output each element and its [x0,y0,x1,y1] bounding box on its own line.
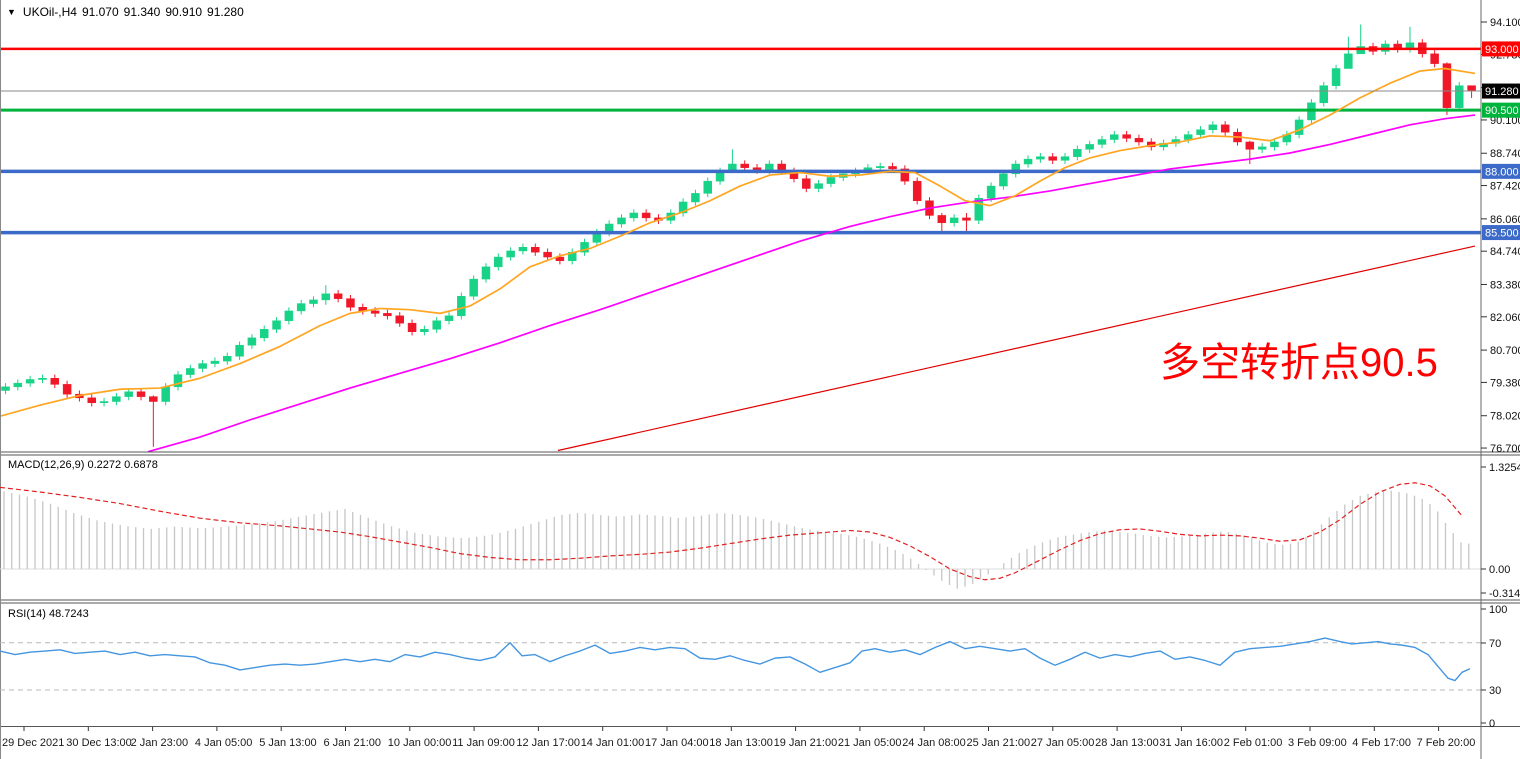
axis-label: 18 Jan 13:00 [709,737,773,749]
level-price-tag-88.000: 88.000 [1482,163,1520,179]
candlestick-series [1,24,1476,447]
ma-mid-line [147,114,1476,453]
axis-label: 80.700 [1490,345,1520,357]
rsi-line [0,637,1471,682]
axis-label: 29 Dec 2021 [2,737,64,749]
symbol-name: UKOil-,H4 [22,5,77,19]
axis-label: 6 Jan 21:00 [324,737,382,749]
axis-label: 10 Jan 00:00 [388,737,452,749]
axis-label: 14 Jan 01:00 [581,737,645,749]
axis-label: 0.00 [1489,564,1510,576]
ohlc-high: 91.340 [123,5,161,19]
axis-label: 2 Feb 01:00 [1224,737,1283,749]
axis-label: 84.740 [1490,246,1520,258]
ma-fast-line [0,67,1476,418]
axis-label: 86.060 [1490,214,1520,226]
axis-label: 17 Jan 04:00 [645,737,709,749]
axis-label: 91.280 [1485,86,1519,98]
axis-label: 93.000 [1485,44,1519,56]
axis-label: 88.740 [1490,148,1520,160]
level-price-tag-93.000: 93.000 [1482,41,1520,57]
symbol-ohlc-bar: ▼ UKOil-,H4 91.070 91.340 90.910 91.280 [7,5,249,19]
ohlc-low: 90.910 [165,5,203,19]
time-axis[interactable]: 29 Dec 2021 30 Dec 13:002 Jan 23:00 4 Jan … [2,727,1475,749]
ohlc-close: 91.280 [207,5,244,19]
level-price-tag-85.500: 85.500 [1482,225,1520,241]
axis-label: 30 Dec 13:00 [66,737,131,749]
axis-label: 70 [1489,638,1501,650]
axis-label: 0 [1489,718,1495,730]
axis-label: 12 Jan 17:00 [516,737,580,749]
price-axis[interactable]: 94.10092.78091.42090.10088.74087.42086.0… [1480,0,1520,759]
indicator-axis-labels: 1.3254 0.00 -0.3149 100 70 30 0 [1481,462,1520,730]
axis-label: 94.100 [1490,17,1520,29]
axis-label: 25 Jan 21:00 [967,737,1031,749]
axis-label: 85.500 [1485,228,1519,240]
axis-label: 31 Jan 16:00 [1159,737,1223,749]
ma-slow-line [557,245,1476,452]
ohlc-open: 91.070 [81,5,119,19]
axis-label: -0.3149 [1489,588,1520,600]
axis-label: 19 Jan 21:00 [774,737,838,749]
rsi-indicator-label: RSI(14) 48.7243 [8,608,89,620]
axis-label: 78.020 [1490,411,1520,423]
axis-label: 82.060 [1490,312,1520,324]
axis-label: 3 Feb 09:00 [1288,737,1347,749]
axis-label: 24 Jan 08:00 [902,737,966,749]
macd-indicator-label: MACD(12,26,9) 0.2272 0.6878 [8,459,158,471]
axis-label: 79.380 [1490,377,1520,389]
axis-label: 90.500 [1485,105,1519,117]
axis-label: 76.700 [1490,443,1520,455]
axis-label: 4 Jan 05:00 [195,737,253,749]
axis-label: 83.380 [1490,279,1520,291]
axis-label: 4 Feb 17:00 [1352,737,1411,749]
current-price-tag: 91.280 [1482,83,1520,99]
axis-label: 100 [1489,604,1507,616]
axis-label: 5 Jan 13:00 [259,737,317,749]
axis-label: 1.3254 [1489,462,1520,474]
axis-label: 27 Jan 05:00 [1031,737,1095,749]
axis-label: 88.000 [1485,166,1519,178]
axis-label: 30 [1489,685,1501,697]
level-price-tag-90.500: 90.500 [1482,102,1520,118]
annotation-text: 多空转折点90.5 [1160,341,1438,385]
rsi-level-lines [0,642,1481,691]
axis-label: 90.100 [1490,115,1520,127]
symbol-dropdown-icon[interactable]: ▼ [7,7,16,17]
axis-label: 28 Jan 13:00 [1095,737,1159,749]
macd-signal-line [0,482,1463,581]
macd-histogram [0,490,1481,589]
axis-label: 7 Feb 20:00 [1417,737,1476,749]
axis-label: 2 Jan 23:00 [131,737,189,749]
axis-label: 21 Jan 05:00 [838,737,902,749]
axis-label: 11 Jan 09:00 [452,737,515,749]
axis-label: 87.420 [1490,181,1520,193]
